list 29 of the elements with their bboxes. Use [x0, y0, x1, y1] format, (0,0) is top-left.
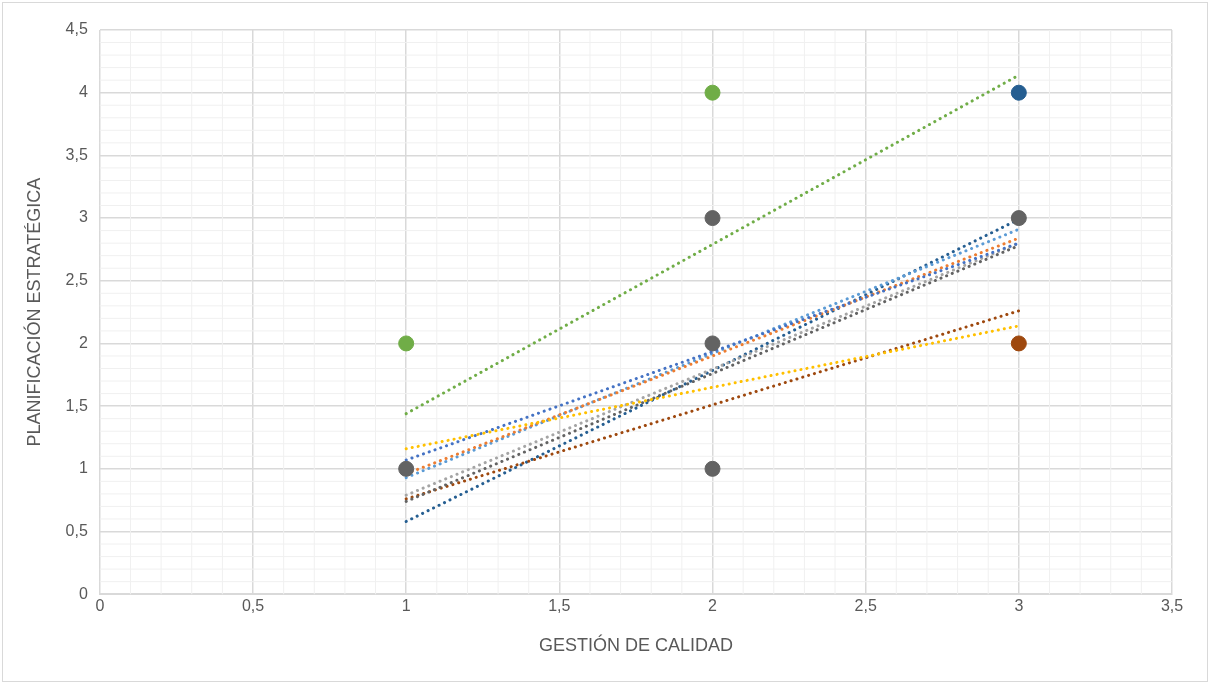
x-tick-label: 0,5 — [241, 597, 265, 615]
y-tick-label: 4,5 — [65, 20, 88, 38]
y-tick-label: 3 — [78, 208, 88, 226]
y-tick-label: 1 — [78, 459, 88, 477]
y-tick-label: 3,5 — [65, 145, 88, 163]
y-tick-label: 0,5 — [65, 521, 88, 539]
x-tick-label: 3 — [1014, 597, 1024, 615]
point — [704, 84, 721, 101]
x-tick-label: 2,5 — [854, 597, 877, 615]
point — [1010, 335, 1027, 352]
y-tick-label: 4 — [78, 83, 88, 101]
point — [398, 335, 415, 352]
point — [1010, 84, 1027, 101]
x-tick-label: 0 — [95, 597, 105, 615]
point — [704, 460, 721, 477]
y-tick-label: 2,5 — [65, 271, 88, 289]
x-axis-title: GESTIÓN DE CALIDAD — [538, 634, 733, 656]
x-tick-label: 2 — [708, 597, 718, 615]
y-tick-label: 0 — [78, 584, 88, 602]
point — [1010, 210, 1027, 227]
x-tick-label: 1 — [401, 597, 411, 615]
y-axis-title: PLANIFICACIÓN ESTRATÉGICA — [22, 177, 44, 447]
point — [704, 210, 721, 227]
x-tick-label: 1,5 — [548, 597, 571, 615]
y-tick-label: 2 — [78, 333, 88, 351]
point — [398, 460, 415, 477]
point — [704, 335, 721, 352]
y-tick-label: 1,5 — [65, 396, 88, 414]
x-tick-label: 3,5 — [1160, 597, 1184, 615]
